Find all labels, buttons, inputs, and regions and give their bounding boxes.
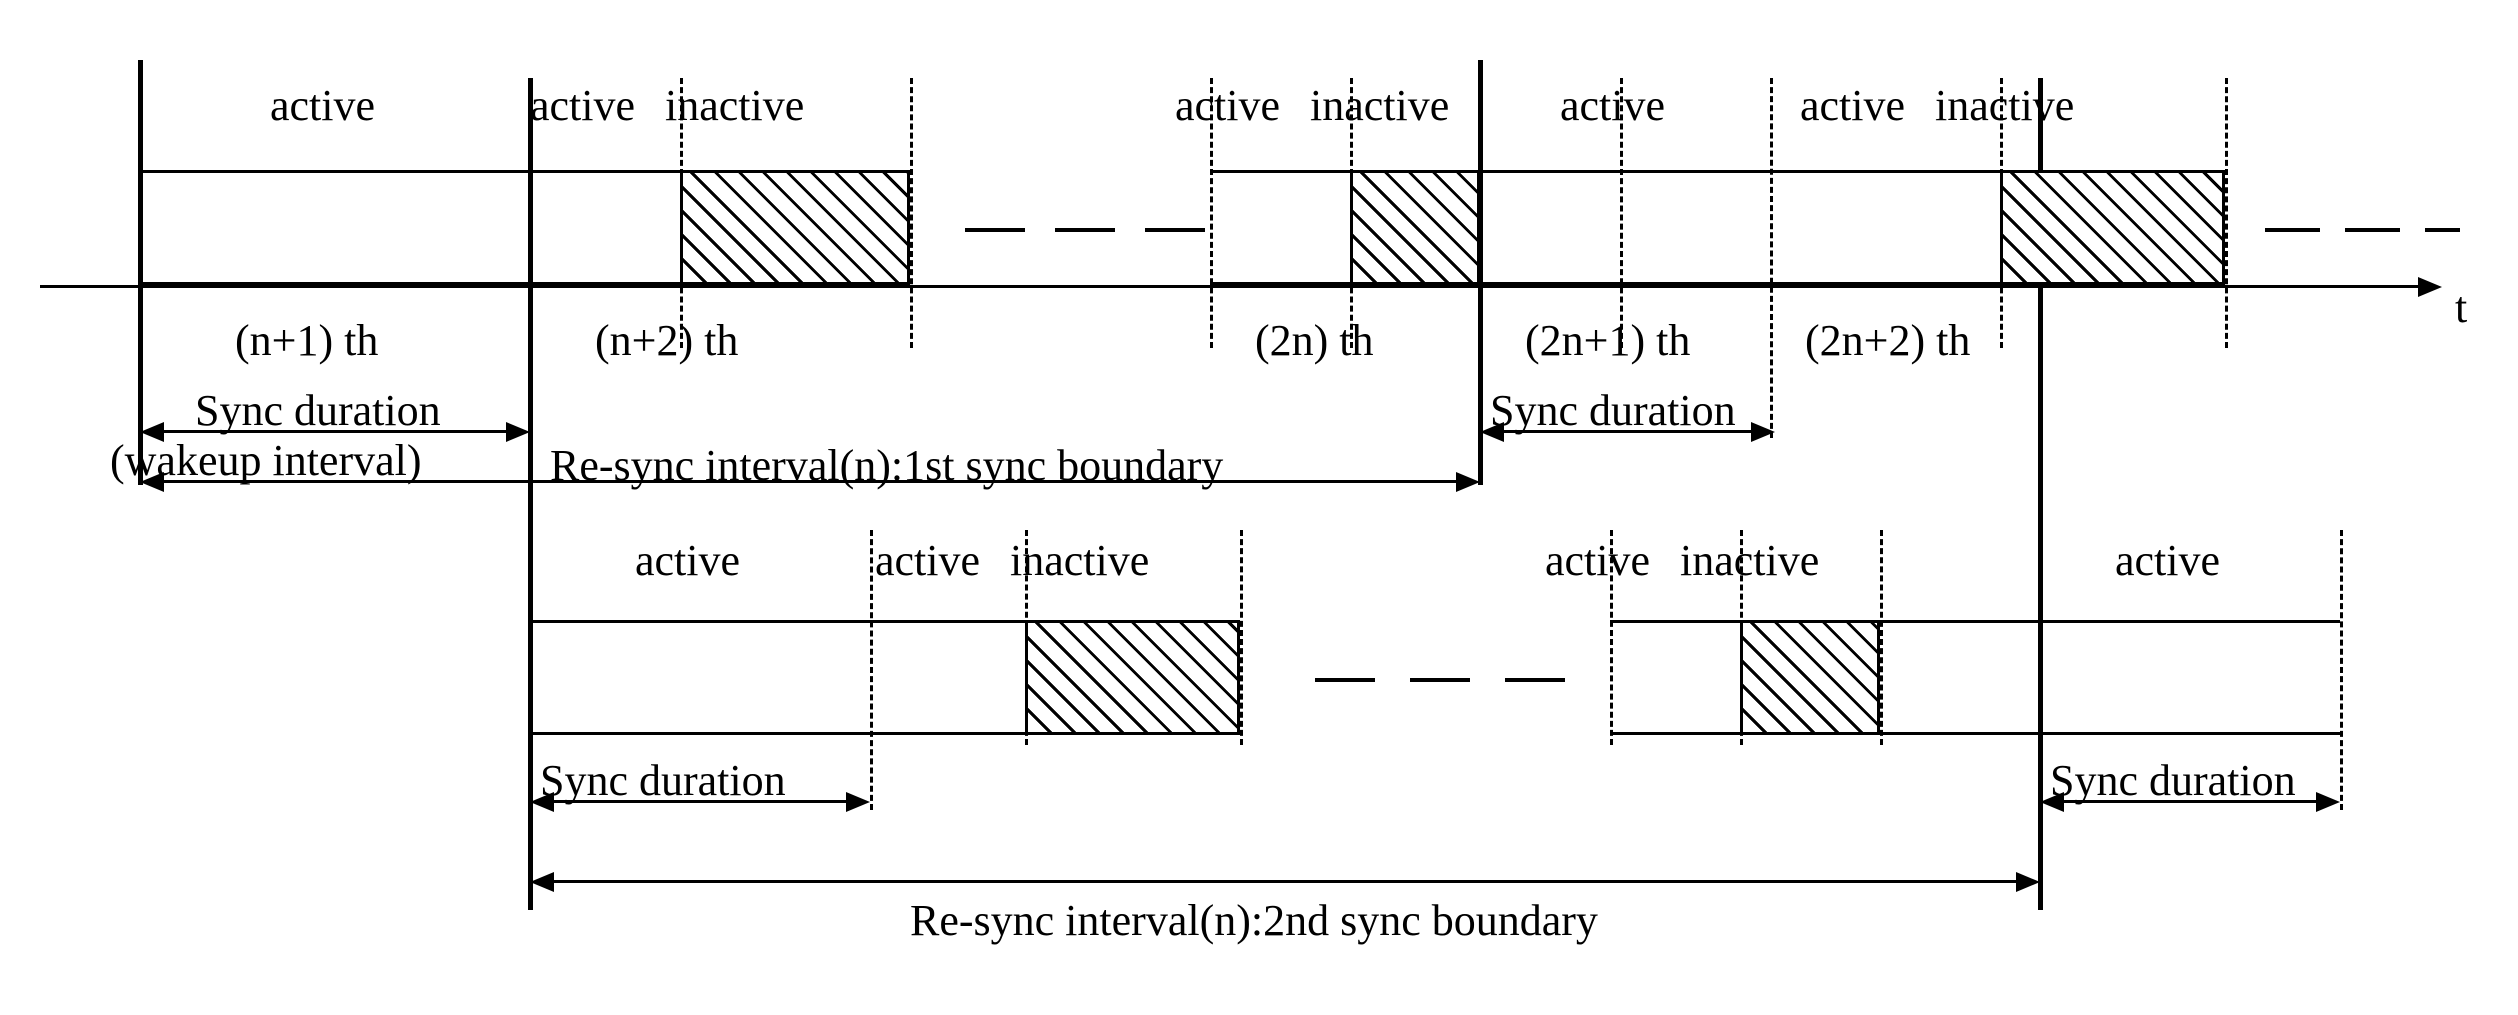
resync1-arrow-l <box>140 472 164 492</box>
bot-state-3: active <box>1545 535 1650 586</box>
timing-diagram: t active active inactive active inactive… <box>40 40 2478 975</box>
bot-state-4: inactive <box>1680 535 1819 586</box>
bot-ellipsis-3 <box>1505 678 1565 682</box>
bot-hatch-2 <box>1740 620 1880 735</box>
resync2-line <box>540 880 2030 883</box>
resync2-arrow-l <box>530 872 554 892</box>
top-hatch-1 <box>680 170 910 285</box>
bot-state-2: inactive <box>1010 535 1149 586</box>
top-ord-0: (n+1) th <box>235 315 378 366</box>
bot-state-1: active <box>875 535 980 586</box>
top-ord-1: (n+2) th <box>595 315 738 366</box>
time-axis-label: t <box>2455 282 2467 333</box>
sync-dur-right-arrow-r <box>1751 422 1775 442</box>
bot-hatch-1 <box>1025 620 1240 735</box>
bot-band-2 <box>1610 620 2340 735</box>
time-axis <box>40 285 2420 288</box>
top-ellipsis-3 <box>1145 228 1205 232</box>
bot-ellipsis-2 <box>1410 678 1470 682</box>
top-ord-2: (2n) th <box>1255 315 1374 366</box>
top-ord-4: (2n+2) th <box>1805 315 1970 366</box>
top-state-3: active <box>1175 80 1280 131</box>
top-state-1: active <box>530 80 635 131</box>
top-ord-3: (2n+1) th <box>1525 315 1690 366</box>
resync2-text: Re-sync interval(n):2nd sync boundary <box>910 895 1598 946</box>
bot-ellipsis-1 <box>1315 678 1375 682</box>
top-ellipsis-r3 <box>2425 228 2460 232</box>
sync-dur-right-t: Sync duration <box>1490 385 1736 436</box>
time-axis-arrow <box>2418 277 2442 297</box>
top-state-6: active <box>1800 80 1905 131</box>
top-state-0: active <box>270 80 375 131</box>
top-dash-3 <box>910 78 913 348</box>
bot-sync-right-t: Sync duration <box>2050 755 2296 806</box>
top-state-2: inactive <box>665 80 804 131</box>
bot-state-0: active <box>635 535 740 586</box>
bot-sync-left-t: Sync duration <box>540 755 786 806</box>
resync1-arrow-r <box>1456 472 1480 492</box>
top-ellipsis-r1 <box>2265 228 2320 232</box>
resync1-text: Re-sync interval(n):1st sync boundary <box>550 440 1223 491</box>
sync-dur-left-arrow-r <box>506 422 530 442</box>
top-state-7: inactive <box>1935 80 2074 131</box>
sync-dur-left-t1: Sync duration <box>195 385 441 436</box>
bot-dash-7 <box>2340 530 2343 810</box>
top-ellipsis-2 <box>1055 228 1115 232</box>
top-state-5: active <box>1560 80 1665 131</box>
top-ellipsis-1 <box>965 228 1025 232</box>
bot-sync-right-arrow-r <box>2316 792 2340 812</box>
resync2-arrow-r <box>2016 872 2040 892</box>
bot-state-5: active <box>2115 535 2220 586</box>
top-hatch-3 <box>2000 170 2225 285</box>
bot-sync-left-arrow-r <box>846 792 870 812</box>
top-ellipsis-r2 <box>2345 228 2400 232</box>
top-state-4: inactive <box>1310 80 1449 131</box>
bot-dash-3 <box>1240 530 1243 745</box>
top-hatch-2 <box>1350 170 1480 285</box>
top-dash-9 <box>2225 78 2228 348</box>
